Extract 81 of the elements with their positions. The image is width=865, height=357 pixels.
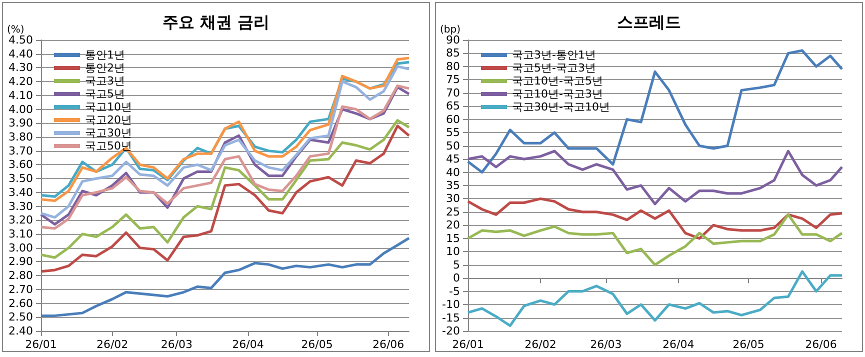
x-tick-label: 26/04: [662, 338, 694, 351]
y-tick-label: 0: [453, 272, 460, 285]
x-tick-label: 26/03: [590, 338, 622, 351]
y-tick-label: 4.20: [8, 75, 33, 88]
y-tick-label: 3.50: [8, 172, 33, 186]
line-series: [466, 150, 844, 206]
y-tick-label: 3.30: [8, 200, 33, 213]
legend-label: 국고30년-국고10년: [512, 100, 610, 114]
legend-label: 국고5년: [85, 88, 125, 100]
legend-label: 통안1년: [85, 48, 125, 62]
y-tick-label: 15: [446, 232, 460, 245]
legend-label: 통안2년: [85, 62, 125, 74]
y-tick-label: 2.50: [8, 310, 33, 324]
y-tick-label: 45: [446, 152, 460, 166]
legend-label: 국고50년: [85, 140, 132, 152]
x-tick-label: 26/06: [805, 338, 837, 351]
y-tick-label: 3.00: [8, 241, 33, 254]
y-tick-label: 3.10: [8, 228, 33, 240]
legend-label: 국고20년: [85, 114, 132, 126]
x-tick-label: 26/01: [25, 338, 57, 351]
legend-label: 국고5년-국고3년: [512, 62, 596, 74]
legend-label: 국고10년-국고5년: [512, 74, 603, 88]
y-tick-label: 25: [446, 205, 460, 218]
line-series: [40, 65, 410, 219]
y-tick-label: -15: [442, 311, 460, 324]
legend-label: 국고3년: [85, 74, 125, 88]
x-tick-label: 26/01: [452, 338, 484, 351]
y-tick-label: 55: [446, 126, 460, 140]
chart-title: 주요 채권 금리: [162, 12, 270, 32]
line-series: [466, 49, 844, 174]
y-tick-label: 3.40: [8, 186, 33, 199]
chart-title: 스프레드: [617, 12, 681, 32]
y-tick-label: 2.80: [8, 269, 33, 282]
y-tick-label: 65: [446, 100, 460, 113]
legend-label: 국고30년: [85, 126, 132, 140]
line-series: [40, 236, 410, 318]
legend-label: 국고10년: [85, 100, 132, 114]
x-tick-label: 26/02: [96, 338, 128, 351]
y-tick-label: 85: [446, 46, 460, 60]
x-tick-label: 26/03: [160, 338, 193, 351]
y-tick-label: 5: [453, 258, 460, 272]
y-tick-label: 3.80: [8, 130, 33, 144]
y-tick-label: 70: [446, 86, 460, 100]
y-tick-label: 3.20: [8, 214, 33, 227]
line-series: [466, 213, 844, 266]
y-tick-label: -5: [449, 284, 460, 298]
legend-label: 국고3년-통안1년: [512, 48, 596, 62]
y-tick-label: 4.10: [8, 88, 33, 102]
line-series: [466, 197, 844, 240]
x-tick-label: 26/05: [732, 338, 764, 351]
y-tick-label: 2.40: [8, 324, 33, 338]
y-tick-label: 80: [446, 60, 460, 73]
y-tick-label: 3.70: [8, 144, 33, 158]
y-tick-label: 4.40: [8, 47, 33, 60]
y-tick-label: 50: [446, 139, 460, 152]
line-series: [466, 270, 844, 328]
y-tick-label: 40: [446, 166, 460, 179]
y-tick-label: 75: [446, 73, 460, 86]
y-tick-label: 4.30: [8, 61, 33, 74]
y-tick-label: 90: [446, 34, 460, 46]
legend-label: 국고10년-국고3년: [512, 88, 603, 100]
y-tick-label: 2.90: [8, 255, 33, 268]
y-tick-label: 2.60: [8, 296, 33, 310]
y-tick-label: 35: [446, 179, 460, 192]
x-tick-label: 26/02: [524, 338, 556, 351]
y-tick-label: 4.50: [8, 34, 33, 46]
y-tick-label: 3.90: [8, 116, 33, 130]
x-tick-label: 26/04: [232, 338, 264, 351]
y-tick-label: 4.00: [8, 102, 33, 116]
y-tick-label: -10: [442, 298, 460, 312]
y-tick-label: 10: [446, 245, 460, 258]
x-tick-label: 26/06: [372, 338, 404, 351]
y-axis-title: (%): [7, 24, 24, 36]
y-tick-label: -20: [442, 324, 460, 338]
y-tick-label: 2.70: [8, 282, 33, 296]
y-axis-title: (bp): [440, 24, 461, 36]
y-tick-label: 20: [446, 218, 460, 232]
y-tick-label: 60: [446, 112, 460, 126]
x-tick-label: 26/05: [301, 338, 333, 351]
y-tick-label: 3.60: [8, 158, 33, 172]
y-tick-label: 30: [446, 192, 460, 206]
